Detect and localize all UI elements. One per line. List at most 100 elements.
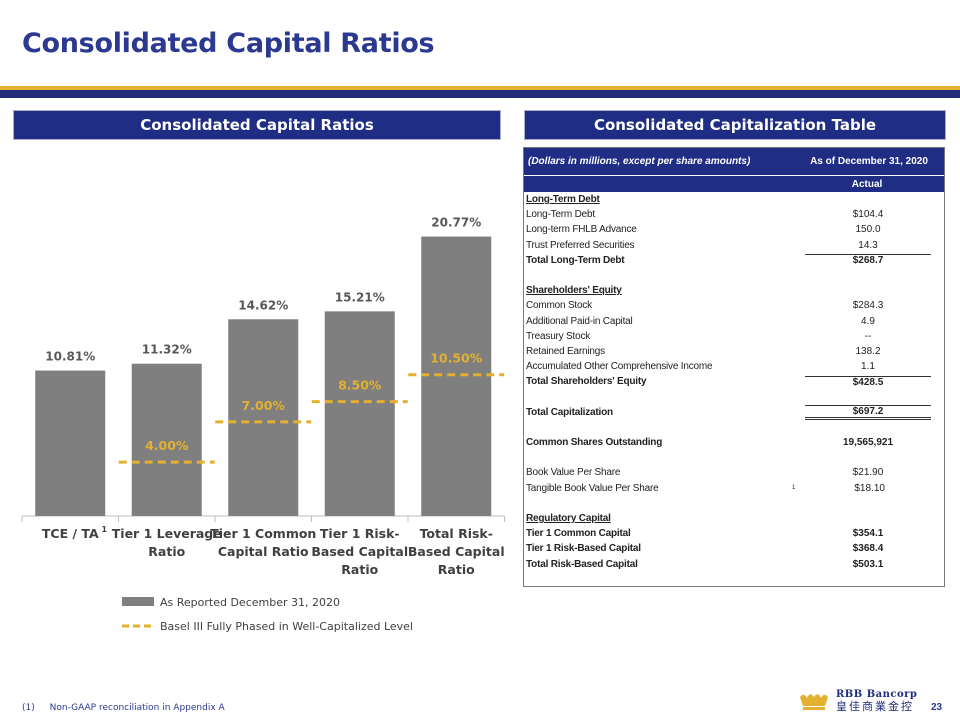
category-footnote-marker: 1	[101, 525, 107, 534]
table-row: Common Stock $284.3	[524, 298, 944, 313]
bar-value-label: 14.62%	[238, 298, 288, 312]
bar-as-reported	[421, 236, 492, 517]
table-row: Common Shares Outstanding 19,565,921	[524, 435, 944, 450]
table-row: Retained Earnings 138.2	[524, 344, 944, 359]
threshold-value-label: 8.50%	[338, 378, 382, 393]
table-row-value: 14.3	[858, 239, 878, 251]
table-row-label: Tier 1 Common Capital	[526, 528, 631, 540]
table-row-value: 150.0	[855, 224, 881, 236]
table-row-value: 138.2	[855, 345, 881, 357]
bar-as-reported	[35, 370, 106, 516]
header-rule-gold	[0, 86, 960, 90]
table-row: Long-Term Debt $104.4	[524, 207, 944, 222]
threshold-value-label: 4.00%	[145, 438, 189, 453]
table-header-date: As of December 31, 2020	[810, 156, 928, 167]
threshold-value-label: 10.50%	[430, 351, 483, 366]
table-row: Additional Paid-in Capital 4.9	[524, 314, 944, 329]
table-row-value: --	[864, 330, 872, 342]
table-row-label: Retained Earnings	[526, 345, 605, 357]
bar-value-label: 20.77%	[431, 216, 481, 230]
table-row-value: $104.4	[852, 209, 884, 221]
capitalization-table: (Dollars in millions, except per share a…	[523, 147, 945, 587]
company-logo: RBB Bancorp 皇佳商業金控	[798, 688, 917, 714]
table-section-header: Consolidated Capitalization Table	[525, 111, 945, 139]
category-label: TCE / TA	[42, 526, 99, 541]
page-title: Consolidated Capital Ratios	[22, 28, 435, 59]
table-row: Tier 1 Common Capital $354.1	[524, 526, 944, 541]
category-label: Tier 1 Leverage	[112, 526, 222, 541]
category-label: Capital Ratio	[218, 544, 309, 559]
category-label: Ratio	[148, 544, 185, 559]
table-row: Treasury Stock --	[524, 329, 944, 344]
legend-swatch-as-reported	[122, 597, 154, 606]
table-spacer	[524, 450, 944, 465]
table-row-label: Tier 1 Risk-Based Capital	[526, 543, 641, 555]
table-row-value: $428.5	[805, 375, 931, 388]
bar-as-reported	[324, 311, 395, 516]
table-row: Long-Term Debt	[524, 192, 944, 207]
table-row: Total Risk-Based Capital $503.1	[524, 557, 944, 572]
table-row-label: Treasury Stock	[526, 330, 591, 342]
table-row-label: Total Risk-Based Capital	[526, 558, 638, 570]
table-row-label: Long-Term Debt	[526, 194, 600, 206]
category-label: Ratio	[438, 562, 475, 577]
table-row-label: Trust Preferred Securities	[526, 239, 635, 251]
footnote-marker: (1)	[22, 703, 35, 713]
table-row: Accumulated Other Comprehensive Income 1.…	[524, 359, 944, 374]
table-spacer	[524, 389, 944, 404]
table-row-value: $354.1	[852, 528, 884, 540]
bar-value-label: 11.32%	[142, 343, 192, 357]
table-row-value: $268.7	[805, 254, 931, 266]
legend-label-threshold: Basel III Fully Phased in Well-Capitaliz…	[160, 620, 413, 633]
table-row: Total Shareholders' Equity $428.5	[524, 374, 944, 389]
category-label: Based Capital	[311, 544, 408, 559]
table-row-value: 19,565,921	[842, 437, 894, 449]
table-row-label: Total Long-Term Debt	[526, 254, 625, 266]
table-row-label: Regulatory Capital	[526, 513, 611, 525]
table-row-label: Accumulated Other Comprehensive Income	[526, 361, 713, 373]
bar-value-label: 15.21%	[335, 290, 385, 304]
table-row: Total Long-Term Debt $268.7	[524, 253, 944, 268]
table-row-value: $21.90	[852, 467, 884, 479]
crown-icon	[800, 694, 828, 710]
table-row-value: $503.1	[852, 558, 884, 570]
table-header-label: (Dollars in millions, except per share a…	[528, 156, 751, 167]
table-row-value: 1.1	[861, 361, 875, 373]
table-row-label: Common Shares Outstanding	[526, 437, 663, 449]
table-row-label: Shareholders' Equity	[526, 285, 622, 297]
table-row-value: $697.2	[805, 404, 931, 420]
legend-label-as-reported: As Reported December 31, 2020	[160, 596, 340, 609]
chart-section-header: Consolidated Capital Ratios	[14, 111, 500, 139]
table-row: Book Value Per Share $21.90	[524, 465, 944, 480]
threshold-value-label: 7.00%	[242, 398, 286, 413]
bar-as-reported	[131, 363, 202, 516]
table-spacer	[524, 420, 944, 435]
table-spacer	[524, 496, 944, 511]
table-row-label: Total Capitalization	[526, 406, 613, 418]
table-row-label: Total Shareholders' Equity	[526, 376, 647, 388]
footnote: (1) Non-GAAP reconciliation in Appendix …	[22, 703, 225, 713]
category-label: Tier 1 Risk-	[320, 526, 400, 541]
table-spacer	[524, 268, 944, 283]
table-row: Total Capitalization $697.2	[524, 404, 944, 420]
table-row-label: Common Stock	[526, 300, 592, 312]
table-row-label: Book Value Per Share	[526, 467, 621, 479]
category-label: Tier 1 Common	[210, 526, 316, 541]
table-row-value: $284.3	[852, 300, 884, 312]
table-row-value: $18.10	[854, 482, 885, 494]
header-rule-navy	[0, 90, 960, 98]
table-row-value: 4.9	[861, 315, 875, 327]
category-label: Based Capital	[408, 544, 505, 559]
footnote-text: Non-GAAP reconciliation in Appendix A	[49, 703, 225, 713]
table-header-row: (Dollars in millions, except per share a…	[524, 148, 944, 175]
table-row: Trust Preferred Securities 14.3	[524, 238, 944, 253]
logo-name: RBB Bancorp	[836, 689, 918, 700]
table-row-label: Additional Paid-in Capital	[526, 315, 633, 327]
category-label: Total Risk-	[420, 526, 493, 541]
table-row: Shareholders' Equity	[524, 283, 944, 298]
table-row: Tier 1 Risk-Based Capital $368.4	[524, 541, 944, 556]
bar-as-reported	[228, 319, 299, 516]
table-row-label: Tangible Book Value Per Share	[526, 482, 659, 494]
capital-ratios-chart: 10.81% TCE / TA 1 11.32% Tier 1 Leverage Rati…	[21, 216, 505, 633]
bar-value-label: 10.81%	[45, 350, 95, 364]
